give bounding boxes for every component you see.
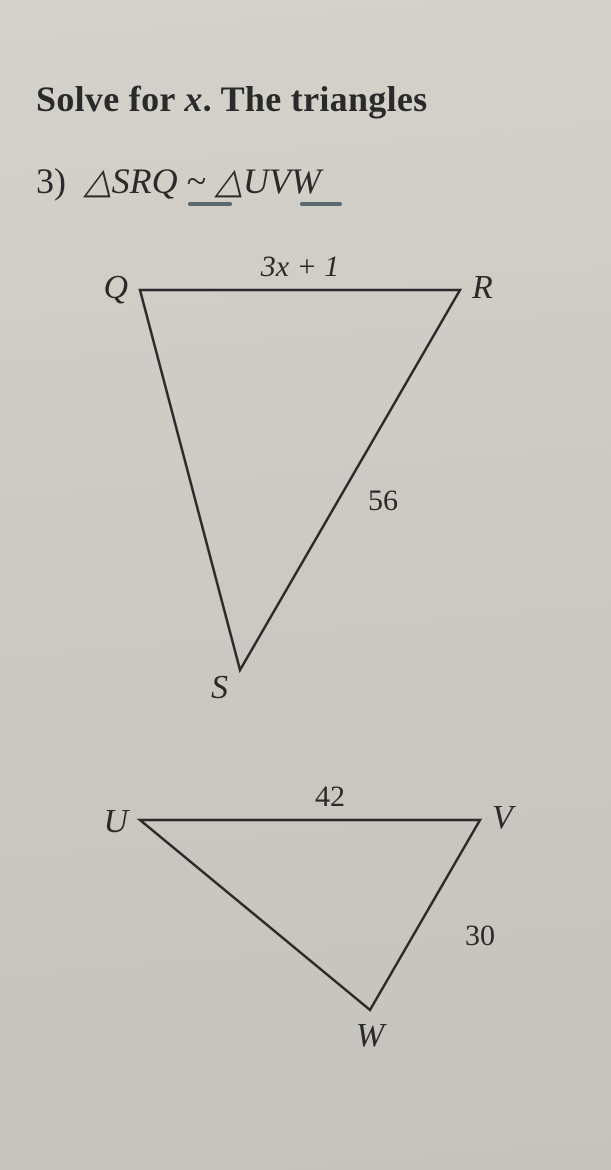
- heading-variable: x: [184, 79, 202, 119]
- similarity-lhs: △SRQ: [84, 161, 178, 201]
- heading-suffix: . The triangles: [203, 79, 428, 119]
- triangle-uvw-figure: U V W 42 30: [100, 780, 540, 1080]
- vertex-v: V: [492, 799, 517, 836]
- vertex-w: W: [356, 1017, 387, 1054]
- vertex-r: R: [471, 269, 493, 306]
- problem-number: 3): [36, 161, 66, 201]
- similarity-rhs: △UVW: [215, 161, 321, 201]
- triangle-srq: [140, 290, 460, 670]
- triangle-srq-svg: Q R S 3x + 1 56: [80, 250, 520, 730]
- vertex-q: Q: [103, 269, 128, 306]
- vertex-s: S: [211, 669, 228, 706]
- side-label-qr: 3x + 1: [260, 250, 340, 283]
- side-label-vw: 30: [465, 919, 495, 952]
- triangle-uvw: [140, 820, 480, 1010]
- page-heading: Solve for x. The triangles: [36, 78, 427, 120]
- vertex-u: U: [103, 803, 130, 840]
- heading-prefix: Solve for: [36, 79, 184, 119]
- underline-w: [300, 202, 342, 206]
- side-label-uv: 42: [315, 780, 345, 813]
- triangle-uvw-svg: U V W 42 30: [100, 780, 540, 1080]
- problem-statement: 3) △SRQ ~ △UVW: [36, 160, 321, 202]
- worksheet-page: Solve for x. The triangles 3) △SRQ ~ △UV…: [0, 0, 611, 1170]
- similarity-symbol: ~: [187, 161, 206, 201]
- underline-q: [188, 202, 232, 206]
- triangle-srq-figure: Q R S 3x + 1 56: [80, 250, 520, 730]
- side-label-rs: 56: [368, 484, 398, 517]
